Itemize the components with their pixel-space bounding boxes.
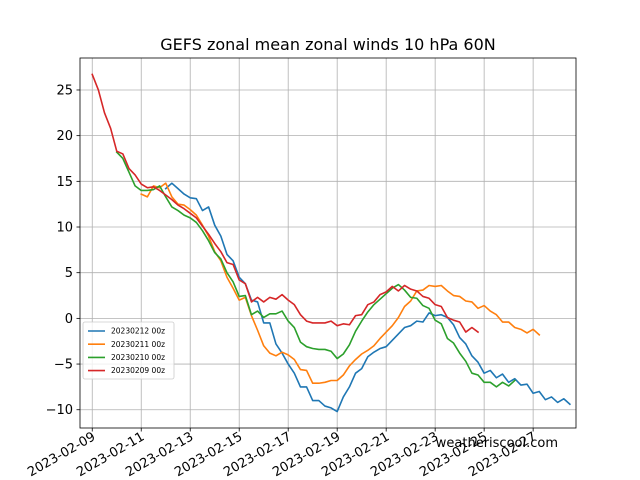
y-tick-label: 10 xyxy=(56,221,73,236)
grid xyxy=(80,58,576,428)
series-line-2 xyxy=(115,150,516,388)
y-tick-label: −10 xyxy=(46,403,73,418)
legend: 20230212 00z 20230211 00z 20230210 00z 2023… xyxy=(82,321,175,380)
legend-label: 20230211 00z xyxy=(111,340,165,349)
series-line-1 xyxy=(140,182,541,385)
series-line-0 xyxy=(164,182,572,413)
legend-label: 20230210 00z xyxy=(111,353,165,362)
y-tick-label: 5 xyxy=(65,266,73,281)
legend-label: 20230212 00z xyxy=(111,327,165,336)
y-axis: −10 −5 0 5 10 15 20 25 xyxy=(46,83,80,418)
watermark-text: weatheriscool.com xyxy=(436,436,558,451)
y-tick-label: 20 xyxy=(56,129,73,144)
y-tick-label: −5 xyxy=(54,358,73,373)
y-tick-label: 0 xyxy=(65,312,73,327)
plot-frame xyxy=(79,57,577,429)
y-tick-label: 25 xyxy=(56,83,73,98)
series-line-3 xyxy=(91,73,480,334)
legend-frame xyxy=(82,321,175,380)
series-lines xyxy=(91,73,572,413)
y-tick-label: 15 xyxy=(56,175,73,190)
legend-label: 20230209 00z xyxy=(111,366,165,375)
chart-title: GEFS zonal mean zonal winds 10 hPa 60N xyxy=(160,35,495,54)
